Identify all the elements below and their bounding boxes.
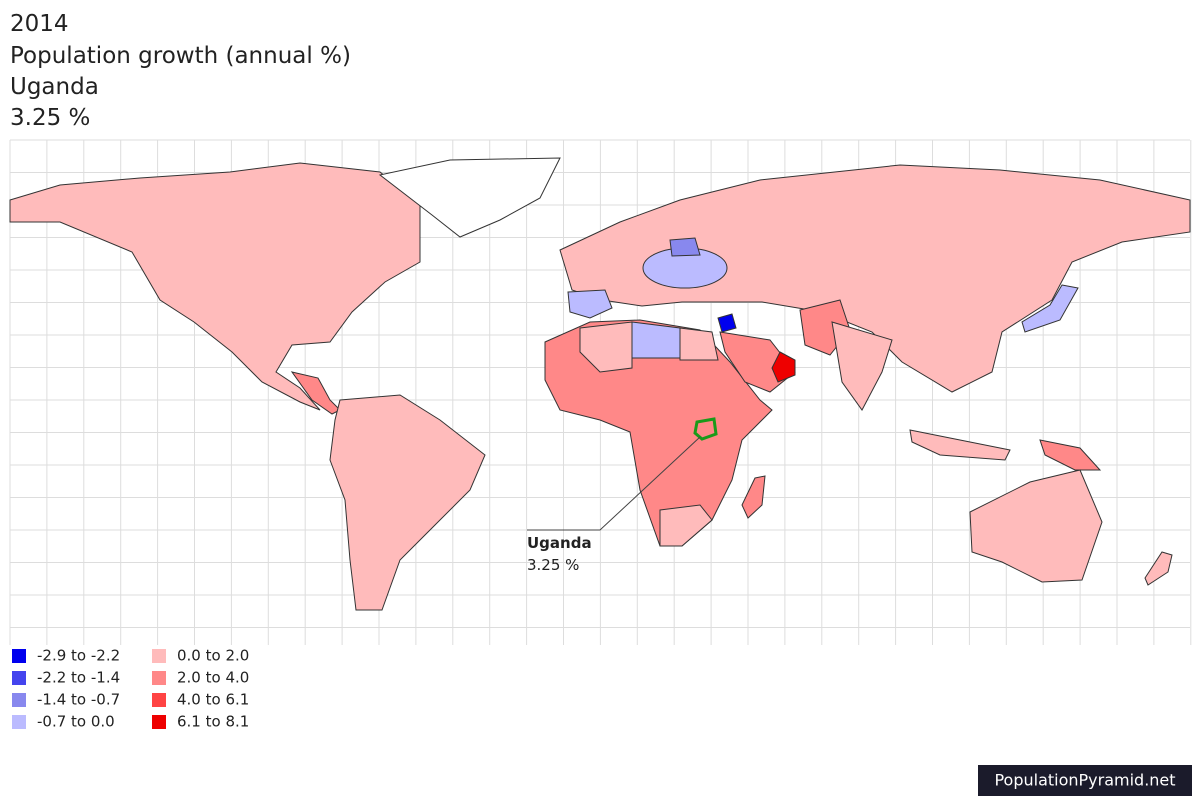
- legend-swatch: [152, 693, 166, 707]
- legend-swatch: [12, 693, 26, 707]
- baltics: [669, 237, 701, 257]
- algeria: [579, 321, 633, 373]
- greenland: [378, 157, 561, 238]
- watermark-box: [978, 765, 1192, 796]
- legend-label: 4.0 to 6.1: [177, 691, 249, 709]
- legend-swatch: [152, 649, 166, 663]
- iberia: [567, 289, 613, 319]
- japan: [1021, 284, 1079, 333]
- legend-swatch: [12, 671, 26, 685]
- new-guinea: [1039, 439, 1102, 471]
- country: Uganda: [10, 74, 99, 100]
- legend-swatch: [12, 715, 26, 729]
- legend-label: 2.0 to 4.0: [177, 669, 249, 687]
- legend-label: 6.1 to 8.1: [177, 713, 249, 731]
- world-map: [9, 157, 1191, 611]
- legend-label: -1.4 to -0.7: [37, 691, 120, 709]
- callout-line: [527, 436, 701, 531]
- legend-label: 0.0 to 2.0: [177, 647, 249, 665]
- africa: [544, 319, 773, 547]
- new-zealand: [1144, 551, 1173, 586]
- callout-value: 3.25 %: [527, 556, 579, 574]
- south-america: [329, 394, 486, 611]
- value: 3.25 %: [10, 105, 90, 131]
- year: 2014: [10, 11, 69, 37]
- watermark: PopulationPyramid.net: [994, 771, 1175, 790]
- southern-africa: [659, 504, 713, 547]
- jordan: [717, 313, 737, 333]
- oman: [771, 351, 796, 383]
- legend-label: -2.2 to -1.4: [37, 669, 120, 687]
- north-america: [9, 162, 421, 411]
- legend-swatch: [152, 715, 166, 729]
- madagascar: [741, 475, 766, 519]
- legend: -2.9 to -2.2 -2.2 to -1.4 -1.4 to -0.7 -0.7…: [12, 647, 249, 731]
- egypt: [679, 327, 719, 361]
- indicator: Population growth (annual %): [10, 43, 351, 69]
- legend-swatch: [152, 671, 166, 685]
- libya: [631, 321, 681, 359]
- uganda: [693, 417, 718, 441]
- australia: [969, 469, 1103, 583]
- callout-name: Uganda: [527, 534, 592, 552]
- legend-label: -2.9 to -2.2: [37, 647, 120, 665]
- eurasia: [559, 164, 1191, 393]
- legend-swatch: [12, 649, 26, 663]
- legend-label: -0.7 to 0.0: [37, 713, 115, 731]
- indonesia: [909, 429, 1011, 461]
- india: [831, 321, 893, 411]
